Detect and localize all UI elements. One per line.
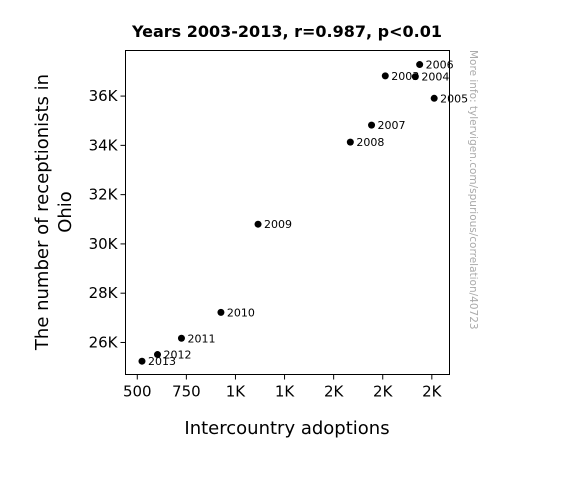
data-point: [368, 121, 376, 129]
data-points: 2003 2004 2005 2006 2007 2008 2009 2010 2011 2012…: [138, 59, 468, 368]
data-point-label: 2004: [421, 71, 449, 84]
data-point: [138, 357, 146, 365]
x-tick-label: 2K: [373, 383, 394, 401]
data-point: [346, 138, 354, 146]
y-axis-label-line-2: Ohio: [55, 191, 76, 233]
data-point-label: 2008: [356, 136, 384, 149]
y-axis-label: The number of receptionists in Ohio: [32, 74, 76, 351]
x-tick-label: 500: [123, 383, 152, 401]
y-tick-label: 30K: [89, 235, 119, 253]
data-point-label: 2006: [426, 59, 454, 72]
data-point-label: 2011: [187, 332, 215, 345]
x-tick-label: 750: [172, 383, 201, 401]
data-point-label: 2009: [264, 218, 292, 231]
chart-title: Years 2003-2013, r=0.987, p<0.01: [131, 22, 442, 41]
data-point-label: 2005: [440, 92, 468, 105]
y-tick-label: 28K: [89, 284, 119, 302]
data-point-label: 2010: [227, 306, 255, 319]
y-axis: 26K 28K 30K 32K 34K 36K: [89, 87, 126, 351]
x-tick-label: 2K: [422, 383, 443, 401]
data-point-label: 2013: [148, 355, 176, 368]
data-point: [177, 334, 185, 342]
data-point: [381, 72, 389, 80]
data-point: [217, 308, 225, 316]
y-tick-label: 26K: [89, 333, 119, 351]
y-tick-label: 34K: [89, 136, 119, 154]
y-axis-label-line-1: The number of receptionists in: [32, 74, 53, 351]
data-point: [254, 220, 262, 228]
x-axis: 500 750 1K 1K 2K 2K 2K: [123, 374, 443, 401]
source-note: More info: tylervigen.com/spurious/corre…: [467, 50, 479, 330]
data-point: [411, 73, 419, 81]
x-axis-label: Intercountry adoptions: [184, 418, 389, 439]
data-point: [154, 351, 162, 359]
data-point: [416, 61, 424, 69]
x-tick-label: 2K: [324, 383, 345, 401]
x-tick-label: 1K: [275, 383, 296, 401]
data-point-label: 2007: [378, 119, 406, 132]
y-tick-label: 32K: [89, 186, 119, 204]
plot-area: [125, 50, 450, 375]
data-point: [430, 94, 438, 102]
data-point-label: 2003: [391, 70, 419, 83]
y-tick-label: 36K: [89, 87, 119, 105]
data-point-label: 2012: [164, 349, 192, 362]
x-tick-label: 1K: [226, 383, 247, 401]
